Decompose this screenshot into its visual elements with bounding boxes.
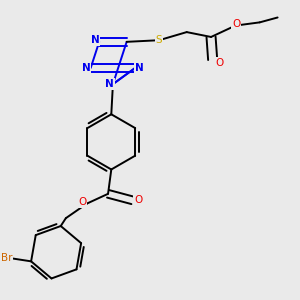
Text: O: O: [78, 197, 86, 207]
Text: O: O: [215, 58, 223, 68]
Text: N: N: [135, 63, 144, 73]
Text: N: N: [82, 63, 91, 73]
Text: O: O: [134, 195, 142, 205]
Text: S: S: [156, 35, 162, 45]
Text: N: N: [91, 35, 99, 45]
Text: O: O: [232, 19, 240, 29]
Text: N: N: [105, 79, 114, 89]
Text: Br: Br: [1, 253, 13, 263]
